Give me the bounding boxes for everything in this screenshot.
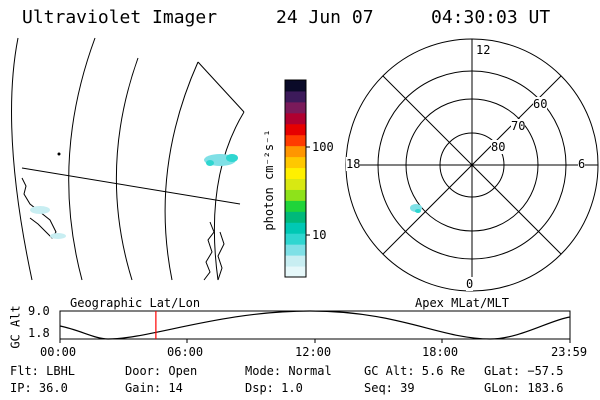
mlat-label-60: 60: [533, 97, 548, 111]
colorbar-cell: [285, 80, 306, 92]
time-tick-1800: 18:00: [422, 345, 459, 359]
colorbar-cell: [285, 244, 306, 256]
time-label: 04:30:03 UT: [431, 7, 551, 28]
mode-info: Mode: Normal: [245, 364, 332, 378]
mlat-label-80: 80: [491, 140, 506, 154]
time-tick-2359: 23:59: [551, 345, 588, 359]
apex-panel-title: Apex MLat/MLT: [415, 296, 509, 310]
colorbar-cell: [285, 189, 306, 201]
colorbar-cell: [285, 167, 306, 179]
glon-info: GLon: 183.6: [484, 381, 564, 395]
altitude-max-label: 9.0: [28, 304, 50, 318]
colorbar-tick-100: 100: [312, 140, 334, 154]
glat-info: GLat: −57.5: [484, 364, 564, 378]
time-tick-0600: 06:00: [167, 345, 204, 359]
time-tick-0000: 00:00: [40, 345, 77, 359]
mlt-label-12: 12: [476, 43, 491, 57]
door-info: Door: Open: [125, 364, 198, 378]
date-label: 24 Jun 07: [276, 7, 374, 28]
colorbar-cell: [285, 255, 306, 267]
mlt-label-6: 6: [578, 157, 586, 171]
colorbar-cell: [285, 101, 306, 114]
colorbar-cell: [285, 233, 306, 245]
colorbar-cell: [285, 156, 306, 169]
colorbar-cell: [285, 145, 306, 158]
time-tick-1200: 12:00: [295, 345, 332, 359]
seq-info: Seq: 39: [364, 381, 415, 395]
mlt-label-0: 0: [466, 277, 474, 291]
mlt-label-18: 18: [346, 157, 361, 171]
colorbar-cell: [285, 90, 306, 103]
colorbar-cell: [285, 266, 306, 278]
dsp-info: Dsp: 1.0: [245, 381, 303, 395]
colorbar-cell: [285, 178, 306, 190]
colorbar-cell: [285, 211, 306, 223]
altitude-min-label: 1.8: [28, 326, 50, 340]
gain-info: Gain: 14: [125, 381, 183, 395]
colorbar-cell: [285, 112, 306, 125]
gc-alt-info: GC Alt: 5.6 Re: [364, 364, 466, 378]
filter-info: Flt: LBHL: [10, 364, 76, 378]
colorbar-cell: [285, 200, 306, 212]
colorbar-cell: [285, 123, 306, 136]
ip-info: IP: 36.0: [10, 381, 68, 395]
geographic-panel-title: Geographic Lat/Lon: [70, 296, 201, 310]
colorbar-tick-10: 10: [312, 228, 327, 242]
colorbar-cell: [285, 222, 306, 234]
instrument-title: Ultraviolet Imager: [22, 7, 218, 28]
mlat-label-70: 70: [511, 119, 526, 133]
colorbar-cell: [285, 134, 306, 147]
